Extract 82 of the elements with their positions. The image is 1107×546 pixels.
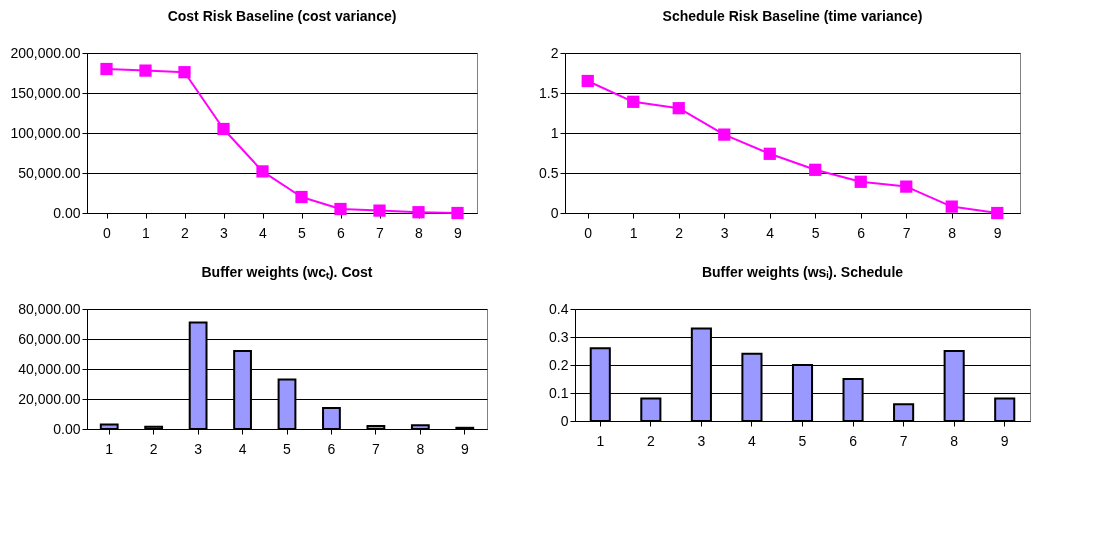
chart-title: Schedule Risk Baseline (time variance) (662, 8, 923, 24)
x-tick-label: 6 (327, 440, 336, 457)
point (763, 147, 776, 160)
x-tick-label: 4 (766, 224, 775, 241)
x-tick-label: 6 (337, 224, 346, 241)
x-tick-label: 2 (646, 432, 655, 449)
point (178, 66, 191, 79)
y-tick-label: 0.3 (549, 328, 569, 345)
x-tick-label: 8 (416, 440, 425, 457)
y-tick-label: 150,000.00 (10, 84, 81, 101)
point (139, 64, 152, 77)
x-tick-label: 6 (857, 224, 866, 241)
x-tick-label: 4 (238, 440, 247, 457)
x-tick-label: 8 (415, 224, 424, 241)
point (581, 74, 594, 88)
point (451, 206, 464, 220)
y-tick-label: 1.5 (539, 84, 559, 101)
point (100, 62, 113, 76)
x-tick-label: 1 (142, 224, 151, 241)
x-tick-label: 3 (220, 224, 229, 241)
point (854, 175, 867, 188)
x-tick-label: 3 (194, 440, 203, 457)
y-tick-label: 0.1 (549, 384, 569, 401)
x-tick-label: 5 (298, 224, 307, 241)
x-tick-label: 4 (748, 432, 757, 449)
y-tick-label: 0.2 (549, 356, 569, 373)
x-tick-label: 2 (149, 440, 158, 457)
x-tick-label: 7 (371, 440, 380, 457)
x-tick-label: 5 (798, 432, 807, 449)
x-tick-label: 7 (902, 224, 911, 241)
y-tick-label: 2 (550, 44, 559, 61)
point (412, 206, 425, 219)
y-tick-label: 0 (560, 412, 569, 429)
y-tick-label: 0.5 (539, 164, 559, 181)
y-tick-label: 200,000.00 (10, 44, 81, 61)
point (900, 180, 913, 193)
x-tick-label: 3 (697, 432, 706, 449)
point (945, 200, 958, 213)
x-tick-label: 2 (181, 224, 190, 241)
x-tick-label: 1 (105, 440, 114, 457)
x-tick-label: 9 (1000, 432, 1009, 449)
chart-title: Buffer weights (wsᵢ). Schedule (701, 264, 904, 280)
y-tick-label: 0.00 (53, 420, 81, 437)
x-tick-label: 0 (584, 224, 593, 241)
chart-title: Buffer weights (wcₜ). Cost (201, 264, 373, 280)
x-tick-label: 3 (720, 224, 729, 241)
x-tick-label: 7 (376, 224, 385, 241)
y-tick-label: 100,000.00 (10, 124, 81, 141)
point (295, 190, 308, 204)
y-tick-label: 60,000.00 (18, 330, 81, 347)
point (809, 163, 822, 176)
point (627, 95, 640, 108)
y-tick-label: 80,000.00 (18, 300, 81, 317)
y-tick-label: 0.00 (53, 204, 81, 221)
point (718, 128, 731, 141)
y-tick-label: 1 (550, 124, 559, 141)
x-tick-label: 6 (849, 432, 858, 449)
x-tick-label: 1 (629, 224, 638, 241)
chart-title: Cost Risk Baseline (cost variance) (167, 8, 397, 24)
y-tick-label: 20,000.00 (18, 390, 81, 407)
point (256, 165, 269, 178)
x-tick-label: 2 (675, 224, 684, 241)
point (373, 204, 386, 217)
x-tick-label: 7 (899, 432, 908, 449)
y-tick-label: 0.4 (549, 300, 569, 317)
point (217, 122, 230, 136)
x-tick-label: 9 (460, 440, 469, 457)
x-tick-label: 4 (259, 224, 268, 241)
x-tick-label: 9 (454, 224, 463, 241)
x-tick-label: 9 (993, 224, 1002, 241)
x-tick-label: 8 (950, 432, 959, 449)
y-tick-label: 50,000.00 (18, 164, 81, 181)
x-tick-label: 5 (283, 440, 292, 457)
point (672, 102, 685, 115)
x-tick-label: 0 (103, 224, 112, 241)
point (334, 202, 347, 216)
y-tick-label: 0 (550, 204, 559, 221)
x-tick-label: 1 (596, 432, 605, 449)
point (991, 206, 1004, 220)
x-tick-label: 5 (811, 224, 820, 241)
y-tick-label: 40,000.00 (18, 360, 81, 377)
x-tick-label: 8 (948, 224, 957, 241)
